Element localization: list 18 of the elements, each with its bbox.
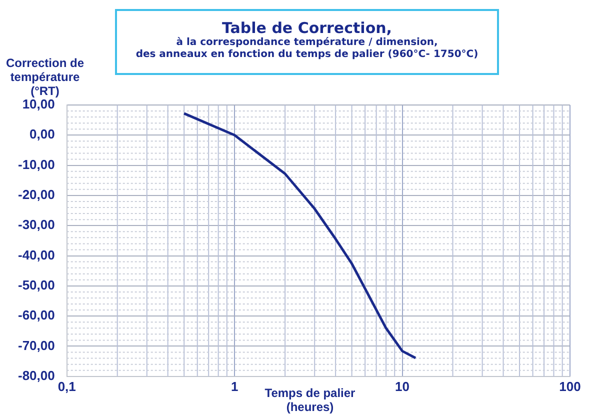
y-tick-label: -80,00: [18, 368, 55, 383]
y-tick-label: -60,00: [18, 308, 55, 323]
y-tick-label: -40,00: [18, 247, 55, 262]
x-tick-label: 100: [559, 378, 581, 394]
y-tick-label: -70,00: [18, 338, 55, 353]
y-tick-label: -50,00: [18, 278, 55, 293]
x-tick-label: 0,1: [58, 378, 76, 394]
y-axis-title: Correction de température (°RT): [4, 56, 85, 98]
chart-title: Table de Correction,: [221, 19, 393, 37]
y-tick-label: -30,00: [18, 217, 55, 232]
y-tick-label: -10,00: [18, 156, 55, 172]
y-tick-label: 10,00: [22, 96, 55, 112]
chart-subtitle: à la correspondance température / dimension, des anneaux en fonction du temps de palier (960°C- 1750°C): [134, 37, 480, 61]
x-axis-title: Temps de palier (heures): [264, 386, 356, 414]
x-tick-label: 1: [230, 378, 238, 394]
x-tick-label: 10: [395, 378, 410, 394]
y-tick-label: -20,00: [18, 187, 55, 202]
y-tick-label: 0,00: [30, 126, 55, 142]
